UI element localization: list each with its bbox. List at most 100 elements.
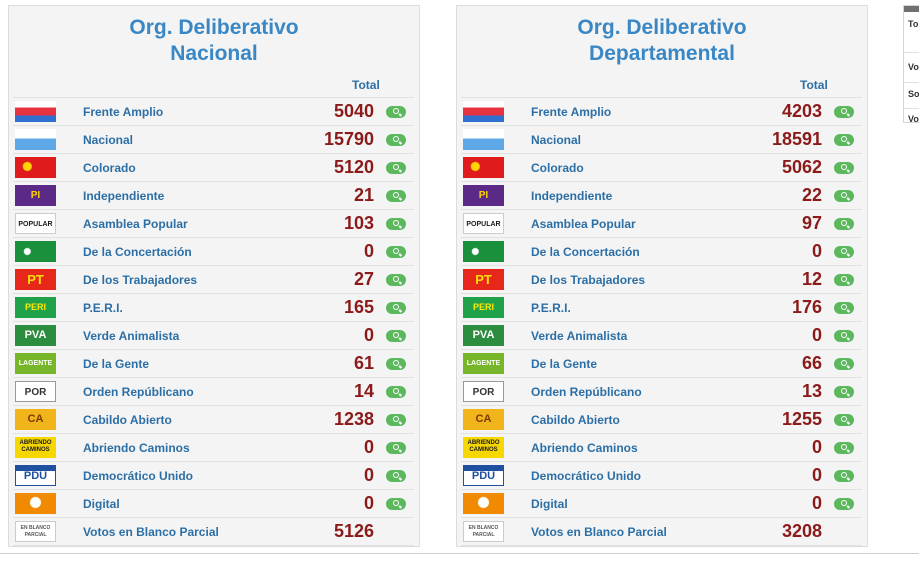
logo-text: PERI [24,302,46,312]
party-name-link[interactable]: P.E.R.I. [531,301,571,315]
zoom-icon[interactable] [386,470,406,482]
zoom-icon[interactable] [834,246,854,258]
logo-text: PERI [472,302,494,312]
trabajadores-logo: PT [463,269,504,290]
zoom-icon[interactable] [386,106,406,118]
zoom-icon[interactable] [834,134,854,146]
party-name-link[interactable]: Abriendo Caminos [531,441,638,455]
party-name-link[interactable]: De la Concertación [83,245,192,259]
table-row: Nacional 18591 [461,126,862,154]
zoom-icon[interactable] [834,414,854,426]
zoom-icon[interactable] [834,302,854,314]
table-row: LAGENTE De la Gente 66 [461,350,862,378]
divider [904,108,919,109]
zoom-icon[interactable] [834,330,854,342]
zoom-icon[interactable] [386,190,406,202]
party-name-link[interactable]: Cabildo Abierto [83,413,172,427]
party-name-link[interactable]: Verde Animalista [531,329,628,343]
zoom-icon[interactable] [386,442,406,454]
table-row: Frente Amplio 4203 [461,98,862,126]
panel-departamental: Org. Deliberativo Departamental Total Fr… [456,5,868,547]
party-name-link[interactable]: Asamblea Popular [531,217,636,231]
party-name-link[interactable]: Colorado [83,161,136,175]
party-name-link[interactable]: Orden Repúblicano [531,385,642,399]
zoom-icon[interactable] [834,358,854,370]
party-name-link[interactable]: De la Gente [83,357,150,371]
logo-text: PVA [24,329,47,341]
party-name-link[interactable]: Nacional [531,133,582,147]
concertacion-logo [15,241,56,262]
cabildo-abierto-logo: CA [15,409,56,430]
zoom-icon[interactable] [386,134,406,146]
zoom-icon[interactable] [386,414,406,426]
colorado-logo [463,157,504,178]
party-name-link[interactable]: Digital [83,497,120,511]
party-name-link[interactable]: Asamblea Popular [83,217,188,231]
zoom-icon[interactable] [834,274,854,286]
vote-count: 5040 [333,101,374,121]
party-name-link[interactable]: Democrático Unido [531,469,642,483]
zoom-icon[interactable] [386,386,406,398]
party-name-link[interactable]: Orden Repúblicano [83,385,194,399]
party-name-link[interactable]: Colorado [531,161,584,175]
party-name-link[interactable]: Democrático Unido [83,469,194,483]
table-row: EN BLANCO PARCIAL Votos en Blanco Parcial… [461,518,862,546]
vote-count: 22 [801,185,822,205]
vote-count: 5062 [781,157,822,177]
vote-count: 3208 [781,521,822,541]
party-name-link[interactable]: Frente Amplio [531,105,612,119]
zoom-icon[interactable] [834,190,854,202]
table-row: Colorado 5062 [461,154,862,182]
results-table: Frente Amplio 4203 Nacional 18591 Colorado 50… [461,97,862,546]
party-name-link[interactable]: De la Gente [531,357,598,371]
zoom-icon[interactable] [386,246,406,258]
vote-count: 165 [343,297,374,317]
zoom-icon[interactable] [834,442,854,454]
table-row: POR Orden Repúblicano 13 [461,378,862,406]
party-name-link[interactable]: Independiente [531,189,613,203]
table-row: POR Orden Repúblicano 14 [13,378,414,406]
zoom-icon[interactable] [834,162,854,174]
party-name-link[interactable]: Votos en Blanco Parcial [531,525,667,539]
party-name-link[interactable]: Independiente [83,189,165,203]
zoom-icon[interactable] [386,358,406,370]
party-name-link[interactable]: Cabildo Abierto [531,413,620,427]
concertacion-logo [463,241,504,262]
zoom-icon[interactable] [834,498,854,510]
zoom-icon[interactable] [834,218,854,230]
zoom-icon[interactable] [386,162,406,174]
party-name-link[interactable]: P.E.R.I. [83,301,123,315]
vote-count: 0 [363,437,374,457]
party-name-link[interactable]: Verde Animalista [83,329,180,343]
party-name-link[interactable]: Digital [531,497,568,511]
peri-logo: PERI [463,297,504,318]
party-name-link[interactable]: Abriendo Caminos [83,441,190,455]
party-name-link[interactable]: Nacional [83,133,134,147]
side-label: Vo [908,114,919,123]
table-row: Digital 0 [461,490,862,518]
party-name-link[interactable]: De los Trabajadores [531,273,646,287]
logo-text: EN BLANCO PARCIAL [468,525,499,538]
vote-count: 0 [363,493,374,513]
zoom-icon[interactable] [386,302,406,314]
table-row: PERI P.E.R.I. 165 [13,294,414,322]
party-name-link[interactable]: De la Concertación [531,245,640,259]
party-name-link[interactable]: De los Trabajadores [83,273,198,287]
zoom-icon[interactable] [386,218,406,230]
zoom-icon[interactable] [834,470,854,482]
zoom-icon[interactable] [834,386,854,398]
table-row: PERI P.E.R.I. 176 [461,294,862,322]
votos-blanco-logo: EN BLANCO PARCIAL [15,521,56,542]
zoom-icon[interactable] [386,274,406,286]
zoom-icon[interactable] [386,330,406,342]
party-name-link[interactable]: Frente Amplio [83,105,164,119]
zoom-icon[interactable] [386,498,406,510]
zoom-icon[interactable] [834,106,854,118]
colorado-logo [15,157,56,178]
frente-amplio-logo [15,101,56,122]
table-row: PDU Democrático Unido 0 [13,462,414,490]
logo-text: PI [478,190,489,201]
party-name-link[interactable]: Votos en Blanco Parcial [83,525,219,539]
nacional-logo [463,129,504,150]
vote-count: 0 [811,325,822,345]
